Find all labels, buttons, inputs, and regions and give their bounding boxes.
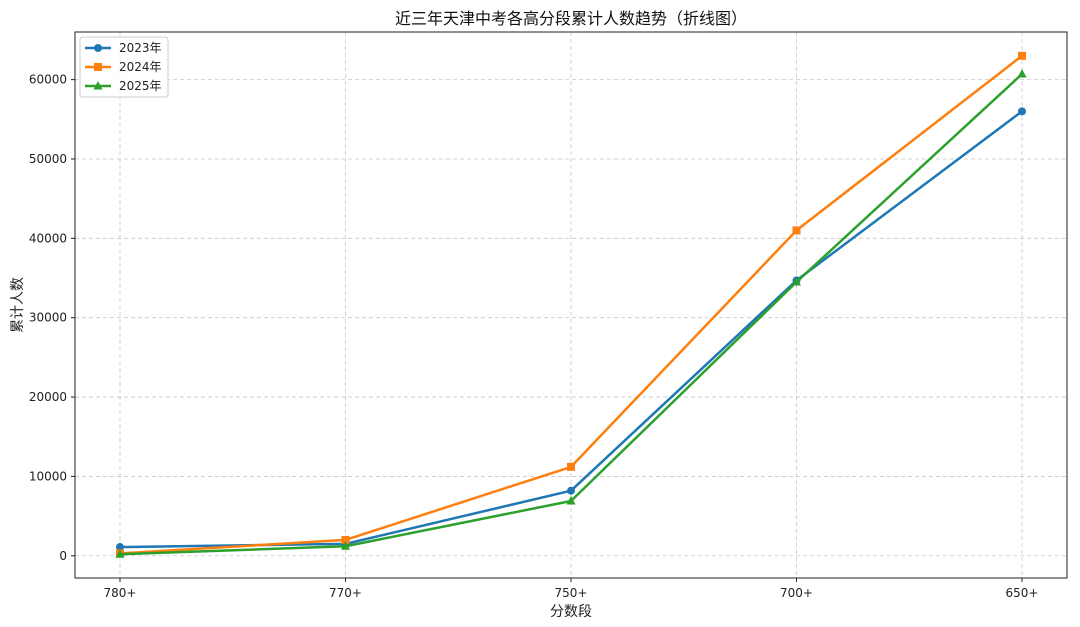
data-point bbox=[792, 276, 801, 286]
legend: 2023年 2024年 2025年 bbox=[79, 36, 169, 98]
data-point bbox=[341, 535, 350, 544]
data-point bbox=[341, 541, 350, 550]
series-2025年 bbox=[115, 69, 1027, 558]
series-lines bbox=[115, 51, 1027, 558]
y-axis-title: 累计人数 bbox=[10, 277, 26, 333]
legend-marker bbox=[94, 63, 102, 71]
legend-label: 2024年 bbox=[119, 60, 162, 74]
y-axis-ticks: 0 10000 20000 30000 40000 50000 60000 bbox=[29, 73, 75, 563]
x-tick-label: 750+ bbox=[555, 586, 588, 600]
x-axis-title: 分数段 bbox=[550, 604, 592, 620]
y-tick-label: 20000 bbox=[29, 390, 67, 404]
legend-label: 2023年 bbox=[119, 41, 162, 55]
legend-marker bbox=[93, 81, 103, 90]
data-point bbox=[1018, 51, 1026, 60]
data-point bbox=[1018, 107, 1026, 116]
x-tick-label: 650+ bbox=[1006, 586, 1039, 600]
data-point bbox=[566, 496, 576, 505]
y-tick-label: 0 bbox=[59, 549, 67, 563]
y-tick-label: 60000 bbox=[29, 73, 67, 87]
legend-marker bbox=[94, 44, 102, 52]
x-tick-label: 700+ bbox=[780, 586, 813, 600]
data-point bbox=[567, 486, 575, 495]
y-tick-label: 50000 bbox=[29, 152, 67, 166]
data-point bbox=[115, 549, 125, 558]
x-axis-ticks: 780+ 770+ 750+ 700+ 650+ bbox=[104, 578, 1039, 600]
x-tick-label: 770+ bbox=[329, 586, 362, 600]
x-tick-label: 780+ bbox=[104, 586, 137, 600]
legend-box bbox=[79, 36, 169, 98]
y-tick-label: 10000 bbox=[29, 469, 67, 483]
chart-title: 近三年天津中考各高分段累计人数趋势（折线图） bbox=[395, 9, 747, 28]
data-point bbox=[1017, 69, 1027, 78]
legend-item: 2024年 bbox=[85, 60, 162, 74]
legend-item: 2023年 bbox=[85, 41, 162, 55]
y-tick-label: 40000 bbox=[29, 231, 67, 245]
y-tick-label: 30000 bbox=[29, 311, 67, 325]
data-point bbox=[567, 462, 575, 471]
data-point bbox=[116, 543, 124, 552]
legend-label: 2025年 bbox=[119, 79, 162, 93]
data-point bbox=[792, 226, 801, 235]
legend-item: 2025年 bbox=[85, 79, 162, 93]
